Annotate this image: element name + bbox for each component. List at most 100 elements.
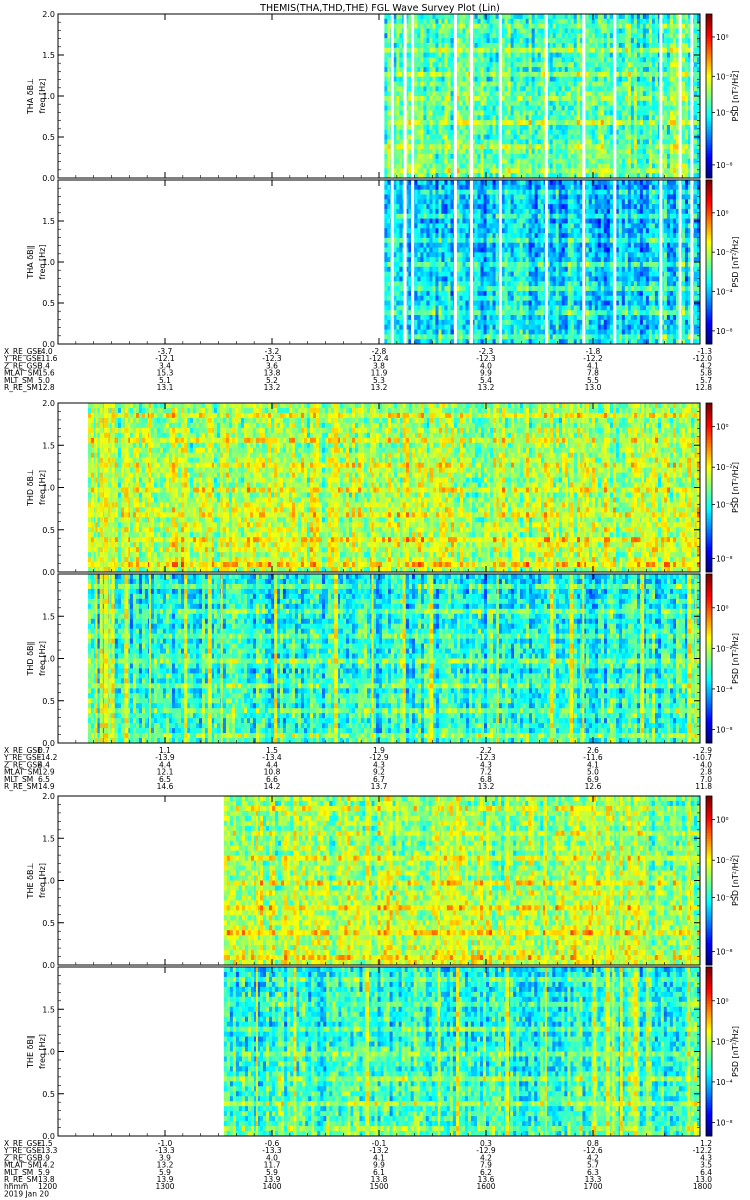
heatmap-cells: [384, 180, 700, 344]
colorbar-label: PSD [nT²/Hz]: [731, 1026, 740, 1077]
y-tick-label: 0.5: [42, 697, 55, 706]
data-gap: [690, 180, 693, 344]
broadband-stripe: [293, 796, 296, 965]
y-tick-label: 0.0: [42, 174, 55, 183]
broadband-stripe: [365, 796, 369, 965]
panel-ylabel: THE δB⊥: [26, 863, 35, 900]
broadband-stripe: [208, 403, 212, 572]
broadband-stripe: [497, 574, 499, 743]
broadband-stripe: [606, 967, 610, 1136]
broadband-stripe: [582, 574, 584, 743]
data-gap: [679, 180, 682, 344]
broadband-stripe: [505, 796, 509, 965]
broadband-stripe: [687, 574, 691, 743]
colorbar-label: PSD [nT²/Hz]: [731, 237, 740, 288]
colorbar-label: PSD [nT²/Hz]: [731, 855, 740, 906]
data-gap: [499, 180, 502, 344]
broadband-stripe: [95, 403, 97, 572]
data-gap: [659, 180, 662, 344]
colorbar-tick-label: 10⁻⁴: [716, 288, 733, 297]
broadband-stripe: [221, 403, 223, 572]
y-tick-label: 0.0: [42, 961, 55, 970]
broadband-stripe: [620, 796, 623, 965]
broadband-stripe: [256, 796, 258, 965]
y-tick-label: 0.5: [42, 526, 55, 535]
ephemeris-table-the: X_RE_GSE-1.5 -1.0 -0.6 -0.1 0.3 0.8 1.2Y_RE_GS…: [3, 1139, 712, 1198]
y-tick-label: 2.0: [42, 792, 55, 801]
ephemeris-value: 14.2: [264, 782, 281, 791]
broadband-stripe: [606, 796, 610, 965]
y-tick-label: 0.5: [42, 299, 55, 308]
panel-yunit: freq [Hz]: [38, 470, 47, 505]
broadband-stripe: [256, 967, 258, 1136]
broadband-stripe: [403, 574, 406, 743]
data-gap: [391, 180, 394, 344]
ephemeris-value: 14.9: [38, 782, 55, 791]
broadband-stripe: [687, 796, 690, 965]
panel-ylabel: THA δB∥: [26, 245, 35, 279]
broadband-stripe: [104, 403, 108, 572]
data-gap: [690, 14, 693, 178]
broadband-stripe: [184, 403, 187, 572]
heatmap-cells: [88, 403, 700, 572]
data-gap: [454, 180, 457, 344]
broadband-stripe: [112, 574, 115, 743]
ephemeris-value: 1400: [262, 1182, 281, 1191]
colorbar-tick-label: 10⁻⁸: [716, 327, 733, 336]
broadband-stripe: [641, 403, 644, 572]
data-gap: [679, 14, 682, 178]
ephemeris-value: 13.2: [371, 383, 388, 392]
panel-yunit: freq [Hz]: [38, 1034, 47, 1069]
colorbar-tick-label: 10⁻⁸: [716, 947, 733, 956]
colorbar-label: PSD [nT²/Hz]: [731, 71, 740, 122]
broadband-stripe: [124, 403, 128, 572]
broadband-stripe: [403, 403, 406, 572]
colorbar-tick-label: 10⁰: [716, 209, 729, 218]
broadband-stripe: [612, 796, 614, 965]
broadband-stripe: [641, 574, 644, 743]
broadband-stripe: [545, 796, 547, 965]
broadband-stripe: [112, 403, 115, 572]
panel-yunit: freq [Hz]: [38, 79, 47, 114]
data-gap: [411, 180, 414, 344]
colorbar-tick-label: 10⁰: [716, 816, 729, 825]
broadband-stripe: [593, 796, 596, 965]
ephemeris-value: 14.6: [157, 782, 174, 791]
broadband-stripe: [456, 796, 459, 965]
broadband-stripe: [108, 403, 110, 572]
colorbar-tick-label: 10⁻⁸: [716, 725, 733, 734]
y-tick-label: 1.5: [42, 612, 55, 621]
ephemeris-value: 13.2: [264, 383, 281, 392]
ephemeris-value: 11.8: [695, 782, 712, 791]
ephemeris-value: 13.2: [478, 782, 495, 791]
broadband-stripe: [372, 403, 374, 572]
y-tick-label: 1.5: [42, 217, 55, 226]
broadband-stripe: [620, 967, 623, 1136]
y-tick-label: 2.0: [42, 399, 55, 408]
colorbar-tick-label: 10⁻⁴: [716, 685, 733, 694]
y-tick-label: 0.5: [42, 1090, 55, 1099]
broadband-stripe: [612, 967, 614, 1136]
panel-ylabel: THE δB∥: [26, 1035, 35, 1069]
ephemeris-value: 1300: [155, 1182, 174, 1191]
broadband-stripe: [438, 796, 440, 965]
ephemeris-value: 13.0: [585, 383, 602, 392]
broadband-stripe: [100, 403, 103, 572]
ephemeris-value: 12.8: [38, 383, 55, 392]
broadband-stripe: [687, 967, 690, 1136]
broadband-stripe: [274, 574, 277, 743]
data-gap: [582, 180, 585, 344]
data-gap: [613, 180, 616, 344]
date-label: 2019 Jan 20: [4, 1189, 49, 1198]
ephemeris-table-tha: X_RE_GSE-4.0 -3.7 -3.2 -2.8 -2.3 -1.8 -1.3Y_RE…: [3, 347, 712, 392]
ephemeris-value: 13.7: [371, 782, 388, 791]
broadband-stripe: [365, 967, 369, 1136]
data-gap: [404, 180, 407, 344]
